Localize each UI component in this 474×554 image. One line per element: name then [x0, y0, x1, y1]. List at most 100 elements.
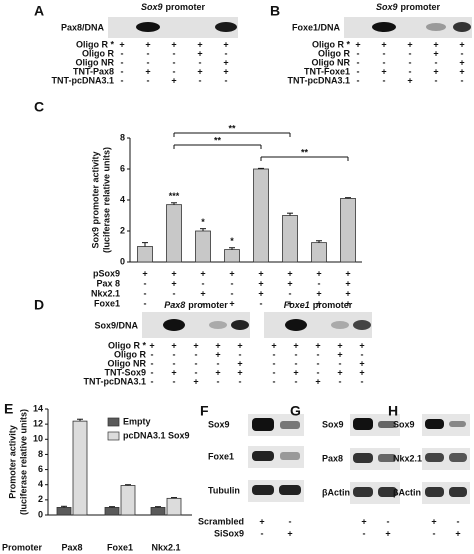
legend-swatch: [107, 431, 120, 441]
band: [331, 321, 349, 329]
sign: -: [409, 48, 412, 58]
row-label: Oligo NR: [312, 57, 351, 67]
bar: [282, 215, 298, 263]
sign: +: [197, 48, 202, 58]
y-tick-label: 14: [33, 403, 43, 413]
sign: +: [258, 278, 263, 288]
y-tick-label: 0: [38, 509, 43, 519]
blot-label: Pax8: [322, 453, 343, 463]
sign: +: [355, 39, 360, 49]
panel-letter: D: [34, 297, 44, 313]
band: [280, 421, 300, 429]
panel-letter: B: [270, 3, 280, 19]
sign: -: [317, 349, 320, 359]
blot-label: Sox9: [208, 419, 230, 429]
gene: Sox9: [141, 2, 163, 12]
band: [353, 320, 371, 330]
y-tick-label: 6: [38, 464, 43, 474]
sign: +: [381, 39, 386, 49]
word: promoter: [188, 300, 228, 310]
x-tick-label: Nkx2.1: [151, 542, 180, 552]
sign: +: [337, 340, 342, 350]
blot-label: βActin: [322, 487, 350, 497]
row-label: SiSox9: [214, 528, 244, 538]
band: [378, 454, 396, 462]
sign: +: [293, 367, 298, 377]
sign: +: [359, 340, 364, 350]
sign: -: [147, 48, 150, 58]
sign: +: [345, 278, 350, 288]
blots: [248, 414, 470, 504]
band: [449, 487, 467, 497]
sign: -: [121, 57, 124, 67]
panel-letter: G: [290, 403, 301, 419]
gel-title: Sox9 promoter: [376, 2, 441, 12]
band: [453, 22, 471, 32]
sign: +: [229, 298, 234, 308]
band: [252, 418, 274, 431]
band: [252, 485, 274, 495]
band: [136, 22, 160, 32]
band: [378, 487, 397, 497]
sign: -: [199, 75, 202, 85]
sign: -: [195, 358, 198, 368]
y-tick-label: 4: [120, 194, 125, 204]
sign: +: [171, 340, 176, 350]
sign: -: [202, 278, 205, 288]
sign: +: [215, 340, 220, 350]
band: [215, 22, 237, 32]
significance: *: [230, 236, 234, 246]
panel-letter: C: [34, 99, 44, 115]
sign: -: [217, 376, 220, 386]
sign: -: [121, 48, 124, 58]
sign: +: [345, 288, 350, 298]
legend-swatch: [107, 417, 120, 427]
sign: -: [147, 57, 150, 67]
sign: +: [223, 57, 228, 67]
sign: -: [361, 349, 364, 359]
sign: -: [231, 288, 234, 298]
sign: -: [173, 57, 176, 67]
sign: -: [151, 358, 154, 368]
sign: +: [237, 340, 242, 350]
sign: +: [259, 516, 264, 526]
sign: +: [345, 298, 350, 308]
y-axis-label: Promoter activity: [7, 425, 17, 499]
band: [209, 321, 227, 329]
sign: -: [457, 516, 460, 526]
sign: -: [387, 516, 390, 526]
sign: -: [199, 57, 202, 67]
sign: +: [271, 340, 276, 350]
band: [372, 22, 396, 32]
bracket-label: **: [228, 123, 236, 133]
sign: -: [383, 57, 386, 67]
y-axis-label: Sox9 promoter activity: [90, 151, 100, 248]
y-tick-label: 12: [33, 419, 43, 429]
band: [449, 421, 466, 427]
sign: +: [215, 367, 220, 377]
bar: [340, 198, 356, 263]
row-label: TNT-pcDNA3.1: [51, 75, 114, 85]
row-label: Oligo R: [114, 349, 146, 359]
sign: +: [359, 367, 364, 377]
sign: -: [435, 57, 438, 67]
sign: +: [459, 66, 464, 76]
sign: -: [151, 376, 154, 386]
word: promoter: [401, 2, 441, 12]
sign: +: [193, 340, 198, 350]
sign: -: [317, 358, 320, 368]
sign: -: [361, 376, 364, 386]
sign: -: [173, 349, 176, 359]
band: [279, 485, 301, 495]
gel-label: Foxe1/DNA: [292, 22, 341, 32]
sign: -: [461, 75, 464, 85]
panel-letter: H: [388, 403, 398, 419]
band: [425, 453, 444, 462]
sign: +: [119, 39, 124, 49]
sign: -: [273, 376, 276, 386]
sign: -: [225, 48, 228, 58]
blot-label: Nkx2.1: [393, 453, 422, 463]
sign: +: [337, 349, 342, 359]
row-label: TNT-Foxe1: [304, 66, 350, 76]
sign: +: [433, 48, 438, 58]
